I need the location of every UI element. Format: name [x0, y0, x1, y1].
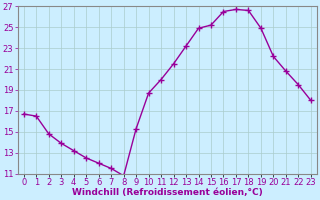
X-axis label: Windchill (Refroidissement éolien,°C): Windchill (Refroidissement éolien,°C) [72, 188, 263, 197]
